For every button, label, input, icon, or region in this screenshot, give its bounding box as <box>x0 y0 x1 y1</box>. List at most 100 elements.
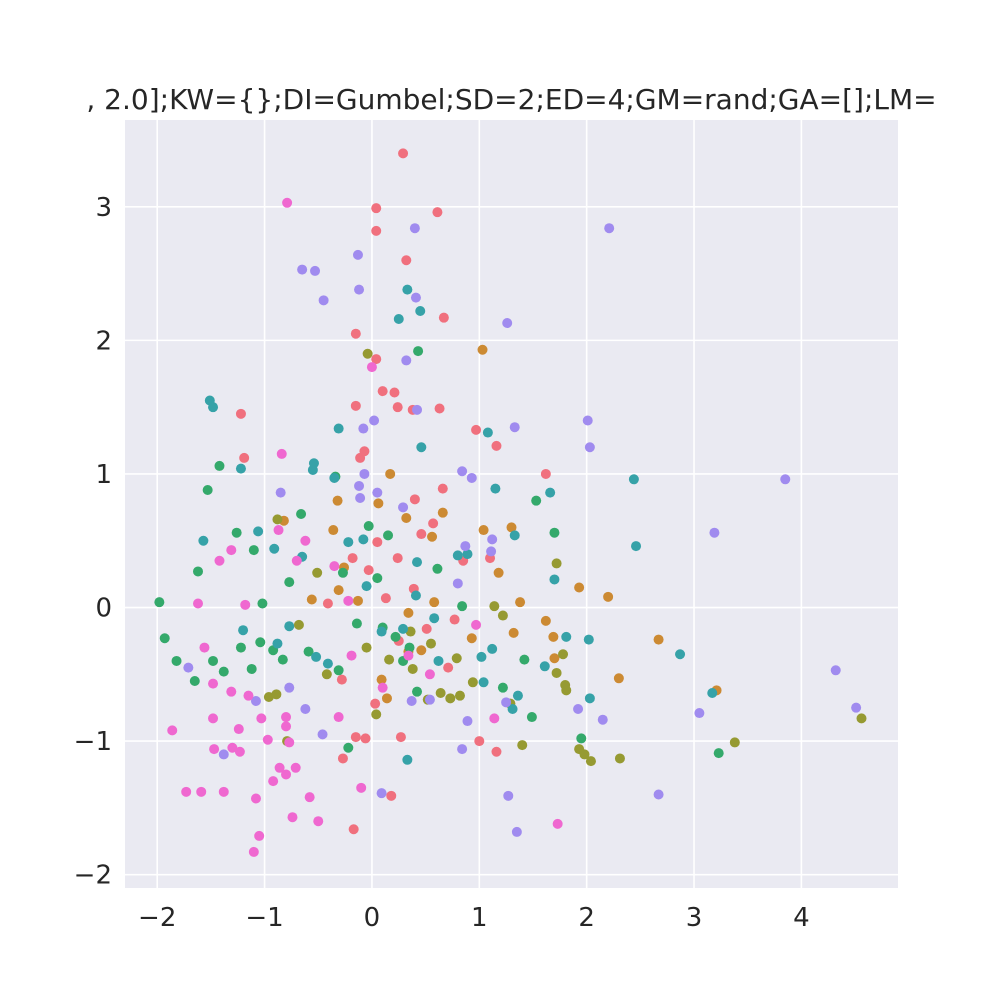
scatter-point <box>234 746 245 757</box>
scatter-point <box>780 474 791 485</box>
scatter-point <box>369 415 380 426</box>
scatter-point <box>373 498 384 509</box>
scatter-point <box>311 651 322 662</box>
scatter-point <box>371 354 382 365</box>
scatter-point <box>466 633 477 644</box>
scatter-point <box>296 509 307 520</box>
scatter-point <box>193 598 204 609</box>
scatter-point <box>167 725 178 736</box>
x-tick-label: 4 <box>793 903 810 933</box>
scatter-point <box>412 686 423 697</box>
scatter-point <box>355 452 366 463</box>
scatter-point <box>250 793 261 804</box>
scatter-point <box>268 776 279 787</box>
scatter-point <box>573 704 584 715</box>
scatter-point <box>561 685 572 696</box>
scatter-point <box>403 607 414 618</box>
scatter-point <box>337 753 348 764</box>
scatter-point <box>462 549 473 560</box>
scatter-point <box>474 736 485 747</box>
scatter-point <box>603 591 614 602</box>
x-tick-label: 3 <box>686 903 703 933</box>
scatter-point <box>519 654 530 665</box>
scatter-point <box>235 463 246 474</box>
scatter-point <box>466 472 477 483</box>
scatter-point <box>196 786 207 797</box>
scatter-point <box>551 558 562 569</box>
scatter-point <box>359 468 370 479</box>
scatter-point <box>402 754 413 765</box>
scatter-point <box>467 677 478 688</box>
scatter-point <box>486 546 497 557</box>
scatter-point <box>487 534 498 545</box>
scatter-point <box>452 578 463 589</box>
scatter-point <box>366 362 377 373</box>
scatter-point <box>509 422 520 433</box>
scatter-point <box>318 295 329 306</box>
scatter-point <box>333 423 344 434</box>
scatter-point <box>454 690 465 701</box>
scatter-point <box>284 621 295 632</box>
scatter-series <box>183 223 862 837</box>
scatter-point <box>193 566 204 577</box>
scatter-point <box>432 563 443 574</box>
scatter-point <box>354 284 365 295</box>
scatter-point <box>218 786 229 797</box>
scatter-point <box>281 769 292 780</box>
scatter-point <box>329 561 340 572</box>
scatter-point <box>226 686 237 697</box>
scatter-point <box>392 553 403 564</box>
scatter-point <box>424 694 435 705</box>
scatter-point <box>628 474 639 485</box>
scatter-point <box>512 690 523 701</box>
scatter-point <box>300 535 311 546</box>
scatter-point <box>497 682 508 693</box>
scatter-point <box>377 682 388 693</box>
scatter-point <box>328 525 339 536</box>
scatter-point <box>218 749 229 760</box>
scatter-point <box>307 464 318 475</box>
scatter-point <box>293 619 304 630</box>
scatter-point <box>263 692 274 703</box>
scatter-point <box>576 733 587 744</box>
scatter-point <box>401 355 412 366</box>
scatter-point <box>202 484 213 495</box>
scatter-point <box>159 633 170 644</box>
scatter-point <box>287 812 298 823</box>
scatter-point <box>356 782 367 793</box>
scatter-point <box>214 555 225 566</box>
scatter-point <box>443 662 454 673</box>
scatter-point <box>284 577 295 588</box>
scatter-point <box>539 661 550 672</box>
scatter-point <box>471 424 482 435</box>
y-tick-label: 3 <box>95 193 112 223</box>
scatter-point <box>694 708 705 719</box>
scatter-point <box>410 292 421 303</box>
scatter-point <box>199 642 210 653</box>
scatter-point <box>574 582 585 593</box>
scatter-point <box>501 697 512 708</box>
x-tick-label: 1 <box>471 903 488 933</box>
scatter-point <box>416 529 427 540</box>
scatter-point <box>584 693 595 704</box>
scatter-point <box>713 748 724 759</box>
scatter-point <box>272 514 283 525</box>
scatter-series <box>167 197 563 857</box>
x-tick-labels: −2 −1 0 1 2 3 4 <box>138 903 810 933</box>
scatter-point <box>551 667 562 678</box>
x-tick-label: 2 <box>578 903 595 933</box>
grid-lines <box>125 120 898 888</box>
scatter-point <box>337 567 348 578</box>
scatter-point <box>350 400 361 411</box>
scatter-point <box>390 631 401 642</box>
scatter-point <box>614 753 625 764</box>
scatter-point <box>433 655 444 666</box>
scatter-point <box>351 618 362 629</box>
scatter-point <box>218 666 229 677</box>
scatter-point <box>401 513 412 524</box>
scatter-point <box>478 525 489 536</box>
scatter-point <box>256 713 267 724</box>
scatter-point <box>262 734 273 745</box>
scatter-point <box>487 643 498 654</box>
